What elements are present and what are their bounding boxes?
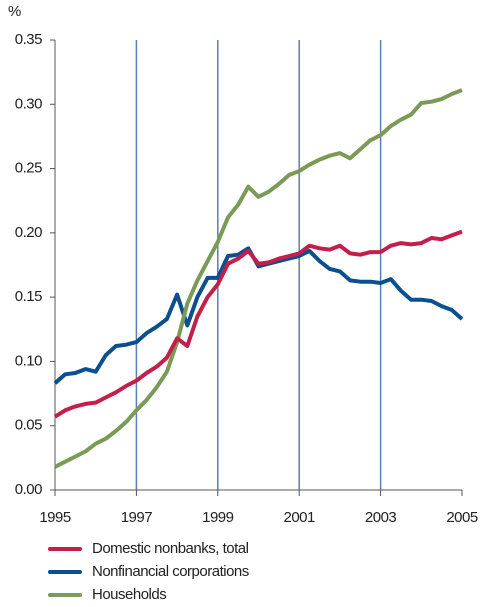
y-tick-label: 0.05	[15, 417, 42, 434]
x-tick-label: 1999	[202, 509, 234, 526]
x-tick-label: 2003	[365, 509, 397, 526]
x-tick-label: 1997	[121, 509, 153, 526]
data-line	[53, 246, 464, 385]
y-tick-label: 0.00	[15, 481, 42, 498]
data-line	[54, 88, 463, 469]
legend-label: Nonfinancial corporations	[92, 563, 249, 580]
x-tick-label: 2005	[446, 509, 478, 526]
legend-label: Households	[92, 586, 166, 603]
y-tick-label: 0.30	[15, 95, 42, 112]
data-line	[53, 229, 463, 419]
y-tick-label: 0.25	[15, 160, 42, 177]
x-tick-label: 1995	[39, 509, 71, 526]
y-axis-label: %	[8, 3, 21, 20]
y-tick-label: 0.15	[15, 288, 42, 305]
y-tick-label: 0.10	[15, 352, 42, 369]
y-tick-label: 0.35	[15, 31, 42, 48]
legend-label: Domestic nonbanks, total	[92, 540, 249, 557]
x-tick-label: 2001	[284, 509, 316, 526]
y-tick-label: 0.20	[15, 224, 42, 241]
